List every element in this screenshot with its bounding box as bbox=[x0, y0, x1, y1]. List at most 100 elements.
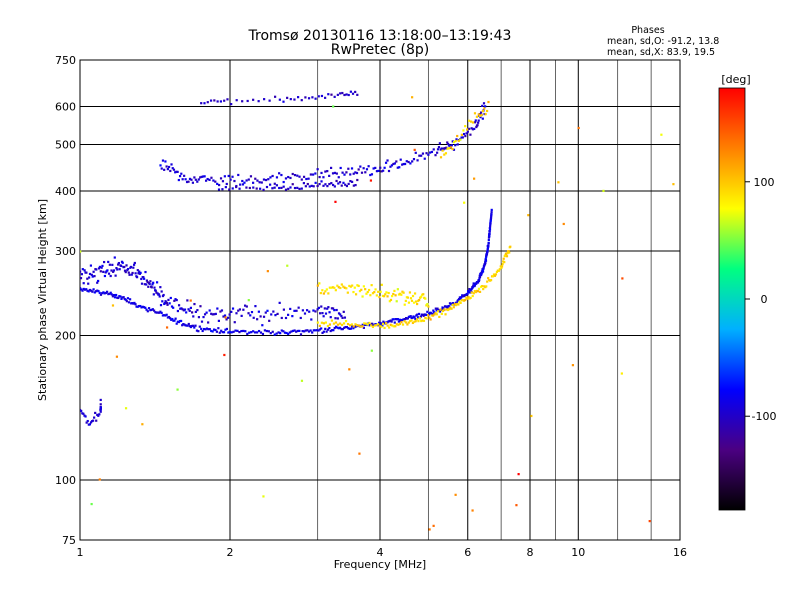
data-point bbox=[269, 332, 272, 335]
x-tick-label: 10 bbox=[571, 546, 585, 559]
data-point bbox=[492, 273, 496, 276]
data-point bbox=[296, 186, 299, 189]
data-point bbox=[326, 307, 329, 310]
data-point bbox=[345, 171, 348, 174]
data-point bbox=[93, 275, 96, 278]
data-point bbox=[345, 93, 348, 96]
data-point bbox=[459, 297, 462, 300]
data-point bbox=[328, 323, 332, 326]
data-point bbox=[339, 326, 342, 329]
data-point bbox=[134, 303, 137, 306]
data-point bbox=[163, 302, 167, 305]
data-point bbox=[88, 272, 92, 276]
data-point bbox=[433, 313, 436, 316]
data-point bbox=[390, 164, 394, 167]
data-point bbox=[482, 266, 485, 270]
data-point bbox=[136, 305, 139, 308]
data-point bbox=[342, 181, 345, 184]
data-point bbox=[127, 271, 130, 274]
data-point bbox=[166, 303, 169, 306]
data-point bbox=[430, 314, 433, 317]
data-point bbox=[403, 303, 406, 306]
data-point bbox=[91, 290, 94, 293]
data-point bbox=[80, 287, 82, 290]
grid-lines bbox=[80, 60, 680, 540]
data-point bbox=[326, 328, 330, 331]
data-point bbox=[359, 165, 362, 168]
data-point bbox=[458, 300, 461, 303]
data-point bbox=[146, 310, 149, 313]
data-point bbox=[249, 175, 253, 178]
data-point bbox=[221, 180, 225, 183]
data-point bbox=[436, 310, 440, 313]
data-point bbox=[143, 283, 146, 286]
data-point bbox=[490, 211, 493, 214]
data-point bbox=[446, 147, 449, 150]
data-point bbox=[222, 315, 225, 318]
data-point bbox=[160, 290, 163, 293]
data-point bbox=[278, 98, 281, 101]
data-point bbox=[420, 295, 423, 298]
data-point bbox=[480, 272, 483, 275]
data-point bbox=[162, 293, 165, 297]
data-point bbox=[425, 152, 428, 155]
data-point bbox=[83, 288, 87, 291]
data-point bbox=[159, 286, 162, 289]
data-point bbox=[399, 292, 402, 295]
data-point bbox=[204, 328, 207, 331]
data-point bbox=[268, 319, 271, 322]
data-point bbox=[349, 90, 352, 93]
data-point bbox=[310, 318, 313, 321]
data-point bbox=[334, 321, 338, 324]
data-point bbox=[259, 315, 262, 318]
data-point bbox=[427, 153, 430, 156]
data-point bbox=[473, 284, 477, 287]
data-point bbox=[418, 154, 421, 157]
data-point bbox=[456, 134, 459, 138]
data-point bbox=[254, 177, 257, 180]
data-point bbox=[338, 322, 342, 325]
data-point bbox=[238, 187, 241, 190]
data-point bbox=[422, 319, 426, 322]
data-point bbox=[224, 316, 227, 319]
data-point bbox=[343, 286, 346, 289]
data-point bbox=[154, 311, 157, 314]
data-point bbox=[234, 329, 237, 332]
data-point bbox=[343, 326, 346, 329]
y-axis-ticks: 75 100 200 300 400 500 600 750 bbox=[55, 54, 76, 547]
data-point bbox=[386, 324, 389, 327]
data-point bbox=[485, 252, 489, 256]
data-point bbox=[483, 263, 487, 266]
data-point bbox=[490, 208, 493, 212]
data-point bbox=[356, 178, 359, 182]
data-point bbox=[189, 306, 193, 309]
data-point bbox=[300, 187, 303, 190]
data-point bbox=[346, 323, 350, 326]
data-point bbox=[414, 317, 417, 320]
data-point bbox=[176, 309, 179, 313]
data-point bbox=[260, 181, 263, 184]
stats-o-mode: mean, sd,O: -91.2, 13.8 bbox=[607, 36, 719, 47]
data-point bbox=[169, 317, 172, 320]
data-point bbox=[102, 260, 106, 264]
data-point bbox=[322, 322, 325, 325]
data-point bbox=[310, 184, 313, 187]
data-point bbox=[328, 327, 331, 330]
data-point bbox=[413, 148, 416, 151]
data-point bbox=[92, 270, 95, 273]
data-point bbox=[82, 412, 85, 415]
data-point bbox=[318, 324, 321, 327]
data-point bbox=[93, 291, 96, 294]
data-point bbox=[265, 185, 269, 189]
data-point bbox=[316, 168, 319, 171]
data-point bbox=[220, 329, 223, 332]
data-point bbox=[124, 270, 127, 274]
data-point bbox=[333, 185, 336, 188]
data-point bbox=[465, 132, 468, 135]
data-point bbox=[312, 185, 315, 188]
data-point bbox=[262, 188, 265, 191]
data-point bbox=[140, 277, 143, 281]
data-point bbox=[432, 148, 435, 151]
data-point bbox=[192, 324, 195, 327]
data-point bbox=[483, 264, 486, 267]
